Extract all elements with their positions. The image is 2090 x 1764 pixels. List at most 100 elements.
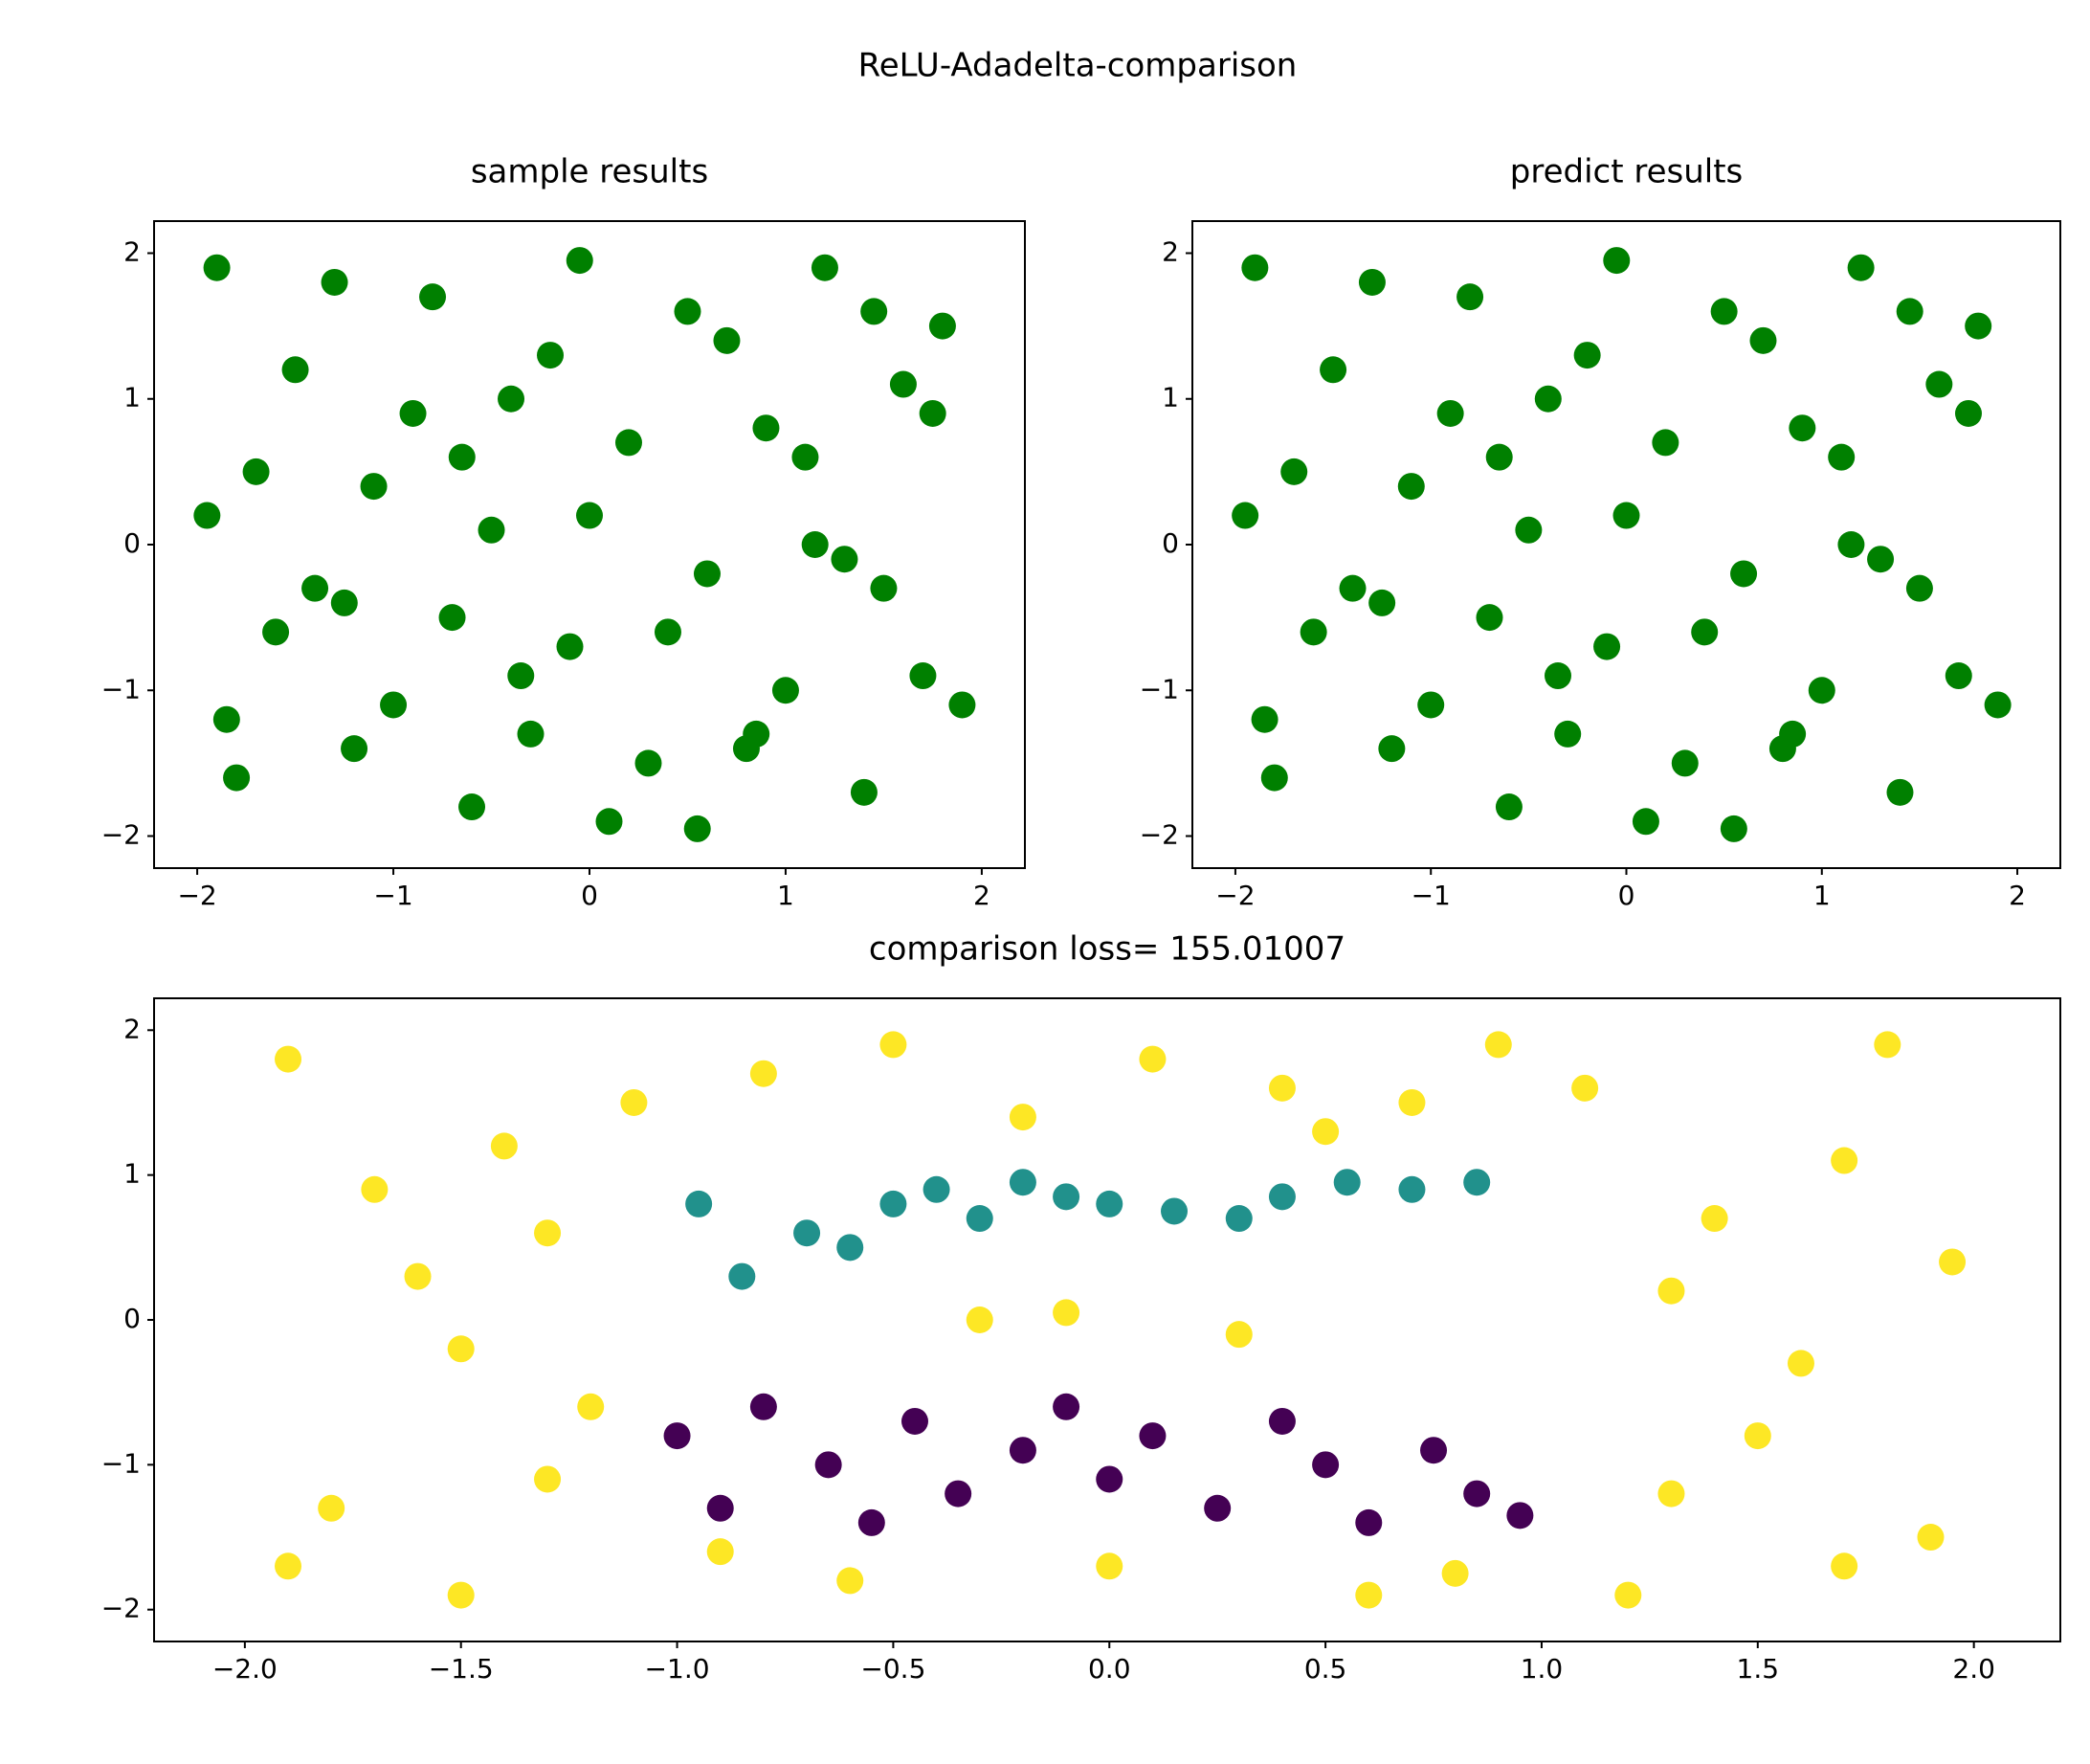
scatter-point (301, 574, 329, 602)
x-tick-label: 1 (777, 880, 794, 911)
scatter-point (419, 283, 447, 311)
scatter-point (1417, 691, 1445, 719)
scatter-point (1232, 502, 1259, 529)
scatter-point (1355, 1581, 1383, 1609)
x-tick-label: 2.0 (1952, 1653, 1995, 1685)
y-tick-label: −1 (101, 1447, 141, 1479)
scatter-point (909, 662, 937, 690)
scatter-point (1456, 283, 1484, 311)
x-tick-label: 2 (2009, 880, 2026, 911)
scatter-point (1691, 618, 1719, 646)
scatter-point (1612, 502, 1640, 529)
scatter-point (693, 560, 721, 588)
scatter-point (360, 473, 388, 501)
x-tick-label: −2 (1215, 880, 1255, 911)
x-tick-label: −1.0 (645, 1653, 710, 1685)
scatter-point (919, 399, 946, 427)
scatter-point (318, 1494, 345, 1522)
scatter-point (1398, 1088, 1426, 1116)
scatter-point (793, 1219, 821, 1247)
scatter-point (966, 1205, 993, 1233)
scatter-point (438, 604, 466, 632)
subplot-title: sample results (471, 153, 708, 191)
y-tick-label: 2 (123, 235, 141, 267)
y-tick-label: 0 (1162, 527, 1179, 559)
x-tick-label: −0.5 (860, 1653, 925, 1685)
scatter-point (1484, 1031, 1512, 1059)
scatter-point (1614, 1581, 1642, 1609)
scatter-point (281, 356, 309, 384)
scatter-point (517, 720, 545, 748)
scatter-point (1268, 1074, 1296, 1102)
scatter-point (634, 749, 662, 777)
scatter-point (537, 342, 565, 369)
x-tick-label: −2.0 (212, 1653, 278, 1685)
scatter-point (928, 312, 956, 340)
scatter-point (1463, 1169, 1491, 1196)
scatter-point (1603, 247, 1631, 275)
scatter-point (857, 1508, 885, 1536)
scatter-point (1506, 1502, 1534, 1530)
scatter-point (1204, 1494, 1232, 1522)
scatter-point (1954, 399, 1982, 427)
scatter-point (447, 1581, 475, 1609)
scatter-point (836, 1567, 864, 1595)
scatter-point (275, 1552, 302, 1580)
scatter-point (1096, 1465, 1123, 1493)
scatter-point (814, 1451, 842, 1479)
y-tick-label: −2 (1140, 819, 1179, 851)
y-tick-label: 1 (123, 382, 141, 413)
scatter-point (399, 399, 427, 427)
scatter-point (321, 268, 348, 296)
x-tick-label: 0 (581, 880, 598, 911)
scatter-point (1652, 429, 1679, 457)
x-tick-label: 0.5 (1304, 1653, 1347, 1685)
scatter-point (1657, 1277, 1685, 1305)
scatter-point (966, 1306, 993, 1333)
scatter-point (341, 735, 368, 763)
scatter-point (556, 633, 584, 660)
scatter-point (447, 1335, 475, 1363)
scatter-point (490, 1132, 518, 1160)
scatter-point (663, 1422, 691, 1450)
scatter-point (1436, 399, 1464, 427)
scatter-point (743, 720, 770, 748)
y-tick-label: −1 (1140, 673, 1179, 704)
scatter-point (706, 1538, 734, 1566)
scatter-point (1671, 749, 1699, 777)
scatter-point (566, 247, 593, 275)
scatter-point (275, 1045, 302, 1073)
scatter-point (1139, 1045, 1167, 1073)
scatter-point (713, 326, 741, 354)
scatter-point (1096, 1190, 1123, 1217)
scatter-point (654, 618, 681, 646)
y-tick-label: 2 (1162, 235, 1179, 267)
scatter-point (242, 458, 270, 485)
x-tick-label: 0 (1618, 880, 1635, 911)
scatter-point (889, 370, 917, 398)
scatter-point (900, 1407, 928, 1435)
scatter-point (674, 298, 701, 325)
scatter-point (1225, 1205, 1253, 1233)
scatter-point (801, 531, 829, 558)
scatter-point (1917, 1524, 1945, 1552)
scatter-point (1545, 662, 1572, 690)
scatter-point (361, 1175, 389, 1203)
y-tick-label: −2 (101, 819, 141, 851)
scatter-point (507, 662, 535, 690)
scatter-point (1710, 298, 1738, 325)
x-tick-label: 2 (973, 880, 990, 911)
x-tick-label: −1 (1412, 880, 1451, 911)
scatter-point (1300, 618, 1327, 646)
scatter-point (1867, 546, 1895, 573)
scatter-point (203, 254, 231, 281)
scatter-point (1355, 1508, 1383, 1536)
scatter-point (1831, 1552, 1858, 1580)
scatter-point (749, 1060, 777, 1087)
scatter-point (1241, 254, 1269, 281)
scatter-point (448, 443, 476, 471)
scatter-point (1571, 1074, 1599, 1102)
scatter-point (771, 677, 799, 704)
scatter-point (330, 589, 358, 616)
